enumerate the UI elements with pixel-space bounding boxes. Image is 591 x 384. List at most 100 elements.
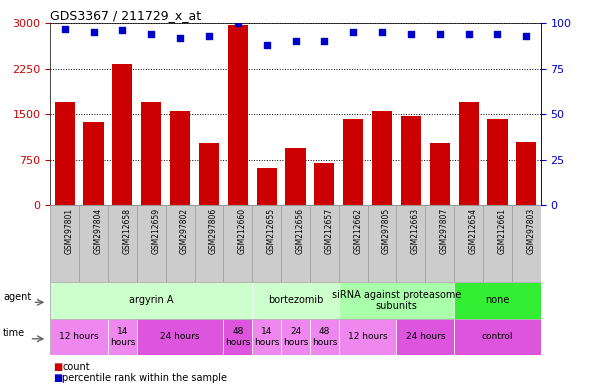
Bar xyxy=(339,319,397,355)
Text: agent: agent xyxy=(3,292,31,302)
Bar xyxy=(79,205,108,282)
Bar xyxy=(108,205,137,282)
Bar xyxy=(397,319,454,355)
Text: 12 hours: 12 hours xyxy=(348,333,388,341)
Bar xyxy=(310,205,339,282)
Bar xyxy=(256,168,277,205)
Text: GSM297806: GSM297806 xyxy=(209,208,218,254)
Bar xyxy=(50,282,252,319)
Point xyxy=(233,20,242,26)
Bar xyxy=(141,102,161,205)
Bar xyxy=(368,205,397,282)
Point xyxy=(118,27,127,33)
Bar xyxy=(310,319,339,355)
Text: 12 hours: 12 hours xyxy=(59,333,99,341)
Point xyxy=(147,31,156,37)
Text: siRNA against proteasome
subunits: siRNA against proteasome subunits xyxy=(332,290,461,311)
Point xyxy=(89,29,98,35)
Point xyxy=(522,33,531,39)
Point xyxy=(406,31,415,37)
Text: GSM212659: GSM212659 xyxy=(151,208,160,254)
Text: GSM212661: GSM212661 xyxy=(498,208,506,254)
Bar xyxy=(454,205,483,282)
Point xyxy=(493,31,502,37)
Text: GSM297805: GSM297805 xyxy=(382,208,391,254)
Text: GSM212660: GSM212660 xyxy=(238,208,247,254)
Bar xyxy=(223,319,252,355)
Text: 48
hours: 48 hours xyxy=(311,327,337,347)
Text: 14
hours: 14 hours xyxy=(254,327,280,347)
Bar xyxy=(512,205,541,282)
Bar xyxy=(339,282,454,319)
Point xyxy=(176,35,185,41)
Point xyxy=(262,42,271,48)
Bar xyxy=(223,205,252,282)
Text: 24 hours: 24 hours xyxy=(405,333,445,341)
Text: ■: ■ xyxy=(53,362,63,372)
Bar xyxy=(397,205,426,282)
Text: GSM297807: GSM297807 xyxy=(440,208,449,254)
Bar xyxy=(285,148,306,205)
Text: GSM212654: GSM212654 xyxy=(469,208,478,254)
Text: GSM297802: GSM297802 xyxy=(180,208,189,254)
Text: GDS3367 / 211729_x_at: GDS3367 / 211729_x_at xyxy=(50,9,202,22)
Text: control: control xyxy=(482,333,513,341)
Text: 24 hours: 24 hours xyxy=(160,333,200,341)
Point xyxy=(464,31,473,37)
Text: ■: ■ xyxy=(53,373,63,383)
Bar xyxy=(83,121,103,205)
Text: GSM212655: GSM212655 xyxy=(267,208,275,254)
Bar xyxy=(281,205,310,282)
Text: GSM212663: GSM212663 xyxy=(411,208,420,254)
Text: GSM212656: GSM212656 xyxy=(296,208,304,254)
Bar xyxy=(426,205,454,282)
Bar xyxy=(54,102,75,205)
Point xyxy=(435,31,444,37)
Bar xyxy=(194,205,223,282)
Point xyxy=(349,29,358,35)
Bar xyxy=(165,205,194,282)
Text: argyrin A: argyrin A xyxy=(129,295,174,306)
Bar xyxy=(252,319,281,355)
Bar xyxy=(228,25,248,205)
Text: 14
hours: 14 hours xyxy=(110,327,135,347)
Text: GSM297803: GSM297803 xyxy=(527,208,535,254)
Bar xyxy=(108,319,137,355)
Bar xyxy=(281,319,310,355)
Point xyxy=(204,33,214,39)
Text: GSM212657: GSM212657 xyxy=(324,208,333,254)
Bar xyxy=(454,319,541,355)
Text: percentile rank within the sample: percentile rank within the sample xyxy=(62,373,227,383)
Bar xyxy=(516,142,537,205)
Bar xyxy=(252,205,281,282)
Point xyxy=(377,29,387,35)
Bar xyxy=(372,111,392,205)
Bar xyxy=(343,119,363,205)
Text: count: count xyxy=(62,362,90,372)
Text: GSM212658: GSM212658 xyxy=(122,208,131,254)
Text: GSM297804: GSM297804 xyxy=(93,208,102,254)
Point xyxy=(291,38,300,44)
Text: GSM212662: GSM212662 xyxy=(353,208,362,254)
Text: bortezomib: bortezomib xyxy=(268,295,323,306)
Bar xyxy=(50,205,79,282)
Bar xyxy=(339,205,368,282)
Bar xyxy=(401,116,421,205)
Text: none: none xyxy=(485,295,509,306)
Point xyxy=(320,38,329,44)
Bar xyxy=(199,144,219,205)
Bar xyxy=(430,144,450,205)
Bar xyxy=(454,282,541,319)
Text: 24
hours: 24 hours xyxy=(283,327,308,347)
Bar xyxy=(137,319,223,355)
Bar xyxy=(137,205,165,282)
Point xyxy=(60,25,69,31)
Bar xyxy=(170,111,190,205)
Bar xyxy=(252,282,339,319)
Bar xyxy=(488,119,508,205)
Text: GSM297801: GSM297801 xyxy=(64,208,74,254)
Bar xyxy=(112,65,132,205)
Text: time: time xyxy=(3,328,25,338)
Text: 48
hours: 48 hours xyxy=(225,327,251,347)
Bar xyxy=(483,205,512,282)
